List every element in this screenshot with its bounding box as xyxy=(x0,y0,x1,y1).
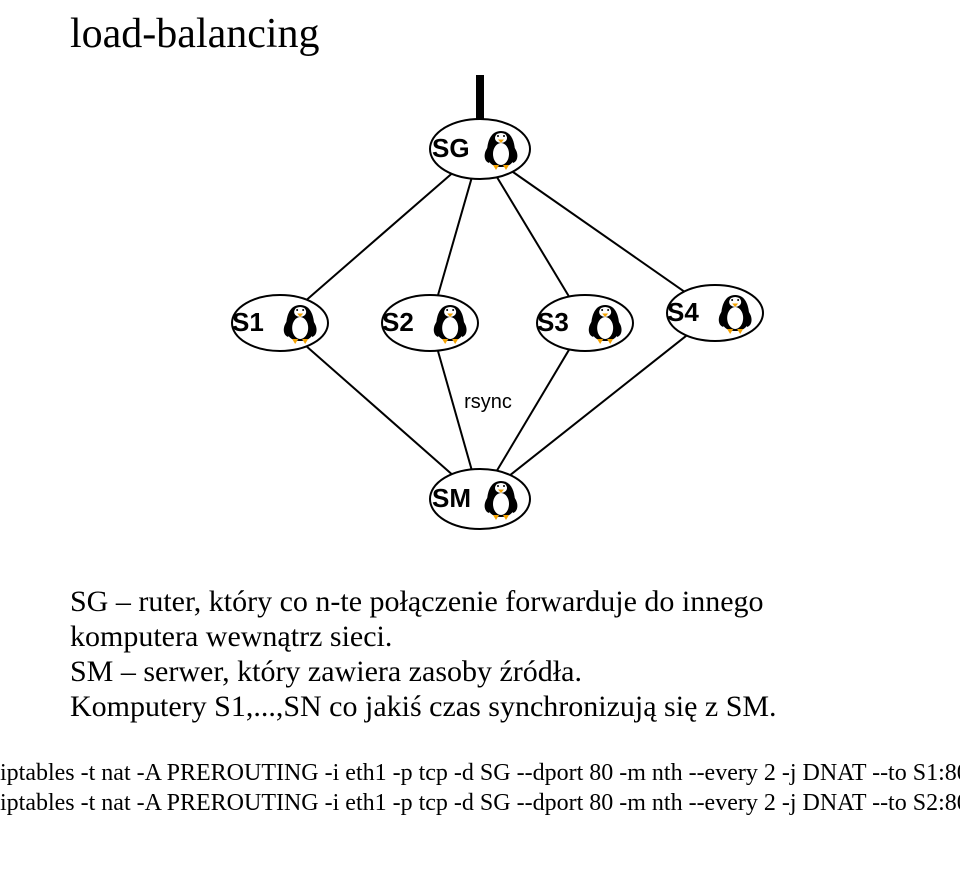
svg-text:S2: S2 xyxy=(382,307,414,337)
paragraph-sm: SM – serwer, który zawiera zasoby źródła… xyxy=(70,655,890,690)
svg-text:S1: S1 xyxy=(232,307,264,337)
network-diagram: SG S1 S2 S3 S4 SM rsync xyxy=(170,75,790,565)
page-title: load-balancing xyxy=(70,10,320,58)
iptables-line-2: iptables -t nat -A PREROUTING -i eth1 -p… xyxy=(0,790,960,817)
svg-text:SG: SG xyxy=(432,133,470,163)
diagram-svg: SG S1 S2 S3 S4 SM rsync xyxy=(170,75,790,565)
svg-text:S3: S3 xyxy=(537,307,569,337)
svg-text:S4: S4 xyxy=(667,297,699,327)
paragraph-sn: Komputery S1,...,SN co jakiś czas synchr… xyxy=(70,690,890,725)
page: load-balancing SG S1 S2 S3 S4 SM rsync SG – ru… xyxy=(0,0,960,873)
svg-text:SM: SM xyxy=(432,483,471,513)
svg-text:rsync: rsync xyxy=(464,391,512,413)
iptables-line-1: iptables -t nat -A PREROUTING -i eth1 -p… xyxy=(0,760,960,787)
paragraph-sg: SG – ruter, który co n-te połączenie for… xyxy=(70,585,890,654)
